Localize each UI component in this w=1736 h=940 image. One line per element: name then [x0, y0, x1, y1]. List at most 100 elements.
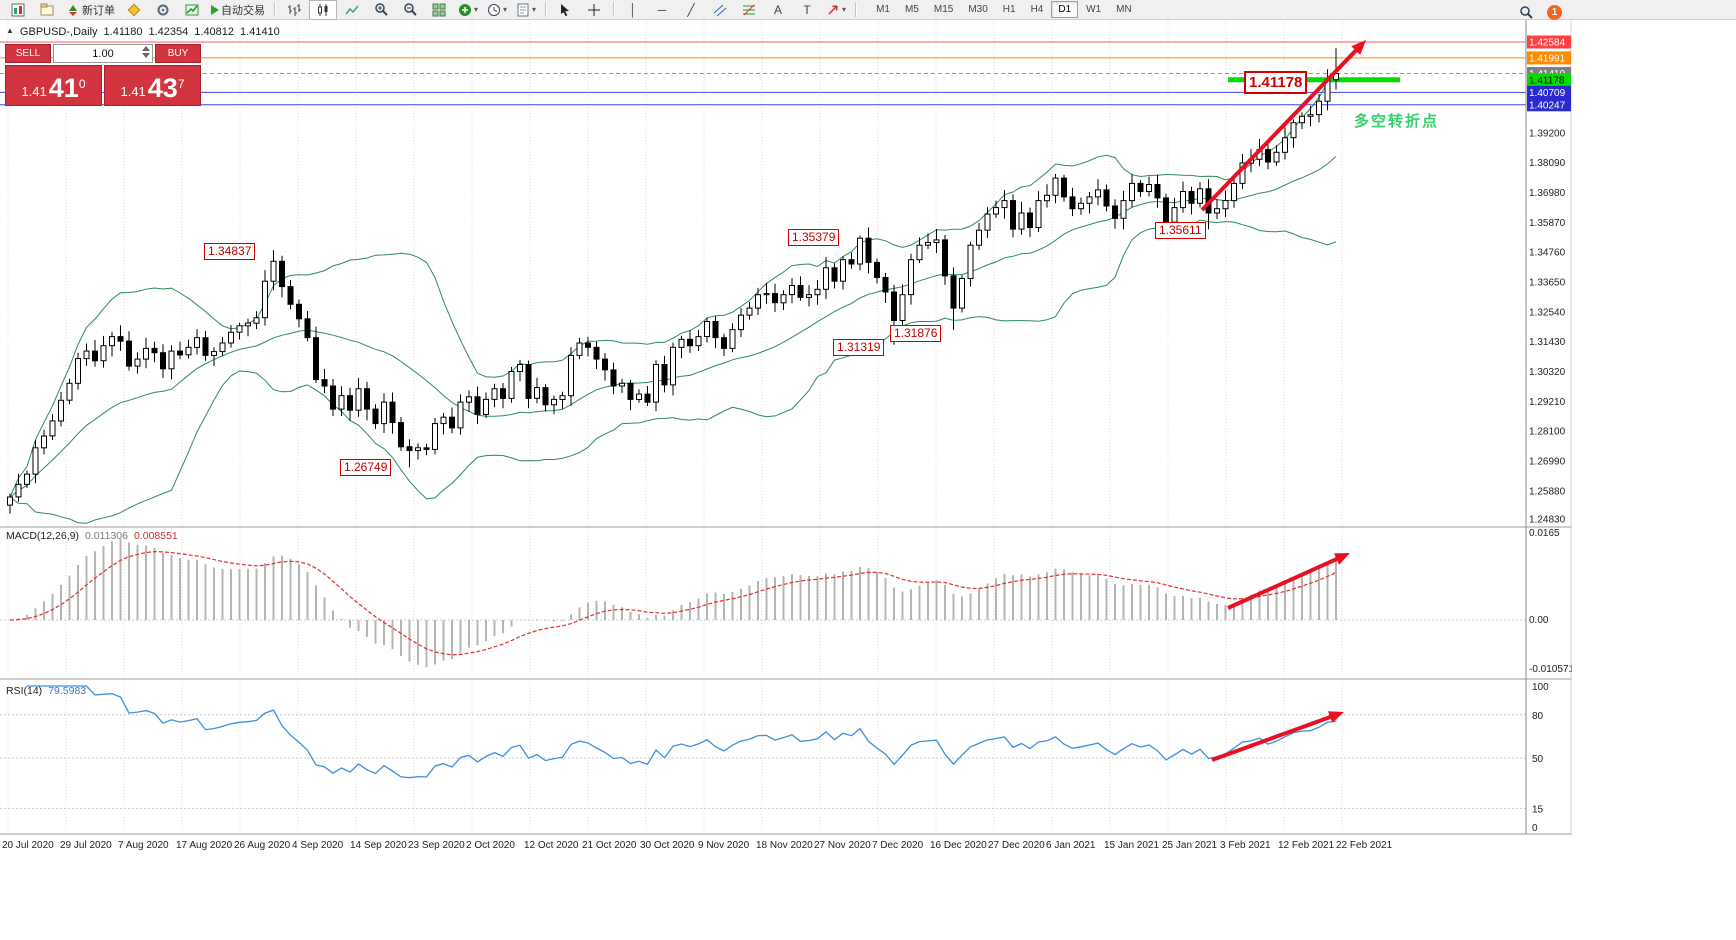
search-button[interactable] — [1512, 2, 1540, 22]
toolbar-separator — [855, 2, 857, 17]
tile-windows-button[interactable] — [425, 0, 453, 20]
periods-button[interactable]: ▾ — [483, 0, 511, 20]
date-label: 7 Aug 2020 — [118, 840, 169, 851]
channel-icon — [713, 4, 727, 16]
arrows-tool-button[interactable]: ▾ — [822, 0, 850, 20]
macd-signal-value: 0.008551 — [133, 530, 178, 542]
date-label: 4 Sep 2020 — [292, 840, 344, 851]
candlestick-mode-button[interactable] — [309, 0, 337, 20]
date-label: 7 Dec 2020 — [872, 840, 924, 851]
timeframe-M30[interactable]: M30 — [968, 4, 988, 15]
zoom-in-button[interactable] — [367, 0, 395, 20]
price-axis-label: 1.28100 — [1529, 427, 1566, 438]
zoom-in-icon — [374, 3, 388, 16]
tile-windows-icon — [432, 3, 446, 16]
new-order-icon — [69, 4, 77, 16]
chevron-down-icon: ▾ — [842, 5, 847, 14]
panel-collapse-icon[interactable]: ▲ — [6, 26, 14, 35]
bid-main: 1.41 — [21, 84, 47, 99]
date-label: 22 Feb 2021 — [1336, 840, 1393, 851]
timeframe-M1[interactable]: M1 — [876, 4, 890, 15]
chart-window: 0.0165 0.00 -0.010571 100 80 50 15 0 1.39200 1.38… — [0, 20, 1572, 940]
rsi-value: 79.5983 — [48, 685, 87, 697]
sell-price-button[interactable]: 1.41 41 0 — [5, 65, 102, 106]
toolbar-right-group: 1 — [1512, 2, 1562, 22]
date-label: 30 Oct 2020 — [640, 840, 695, 851]
price-level-badge: 1.42584 — [1529, 38, 1566, 49]
open-value: 1.41180 — [103, 26, 143, 38]
date-label: 27 Nov 2020 — [814, 840, 871, 851]
autotrading-button[interactable]: 自动交易 — [207, 0, 269, 20]
text-tool-button[interactable]: A — [764, 0, 792, 20]
crosshair-tool-button[interactable] — [580, 0, 608, 20]
price-axis-label: 1.26990 — [1529, 457, 1566, 468]
timeframe-M5[interactable]: M5 — [904, 4, 919, 15]
date-label: 15 Jan 2021 — [1104, 840, 1159, 851]
date-label: 27 Dec 2020 — [988, 840, 1045, 851]
zoom-out-button[interactable] — [396, 0, 424, 20]
volume-spinner[interactable] — [142, 46, 150, 58]
chart-canvas[interactable]: 0.0165 0.00 -0.010571 100 80 50 15 0 1.39200 1.38… — [0, 20, 1572, 940]
date-label: 29 Jul 2020 — [60, 840, 112, 851]
timeframe-W1[interactable]: W1 — [1086, 4, 1102, 15]
date-label: 9 Nov 2020 — [698, 840, 750, 851]
text-label-tool-button[interactable]: T — [793, 0, 821, 20]
template-icon — [517, 3, 529, 16]
timeframe-H1[interactable]: H1 — [1002, 4, 1016, 15]
timeframe-MN[interactable]: MN — [1116, 4, 1132, 15]
volume-field[interactable] — [53, 44, 153, 63]
macd-label: MACD(12,26,9) 0.011306 0.008551 — [6, 530, 178, 542]
turning-point-note: 多空转折点 — [1354, 113, 1440, 130]
ask-pip: 7 — [177, 77, 185, 91]
autotrading-play-icon — [211, 4, 219, 15]
price-axis-label: 1.32540 — [1529, 307, 1566, 318]
timeframe-H4[interactable]: H4 — [1030, 4, 1044, 15]
symbol-period-label: GBPUSD-,Daily — [19, 26, 98, 38]
bollinger-bands — [9, 70, 1337, 524]
trendline-icon: ╱ — [687, 2, 695, 17]
new-chart-icon — [11, 3, 25, 16]
metaeditor-button[interactable] — [120, 0, 148, 20]
timeframe-D1[interactable]: D1 — [1051, 1, 1079, 18]
autotrading-label: 自动交易 — [221, 4, 265, 17]
date-label: 18 Nov 2020 — [756, 840, 813, 851]
profiles-icon — [40, 3, 54, 15]
rsi-axis-label: 15 — [1532, 804, 1544, 815]
cursor-tool-button[interactable] — [551, 0, 579, 20]
vertical-line-tool-button[interactable]: │ — [619, 0, 647, 20]
frame — [0, 20, 1572, 836]
templates-button[interactable]: ▾ — [512, 0, 540, 20]
price-level-badge: 1.41178 — [1529, 75, 1565, 86]
timeframe-M15[interactable]: M15 — [933, 4, 954, 15]
arrow-tool-icon — [828, 4, 838, 15]
bar-chart-mode-button[interactable] — [280, 0, 308, 20]
fibonacci-tool-button[interactable] — [735, 0, 763, 20]
volume-input[interactable] — [54, 46, 152, 61]
new-chart-button[interactable] — [4, 0, 32, 20]
sell-button[interactable]: SELL — [5, 44, 51, 63]
new-order-button[interactable]: 新订单 — [62, 0, 119, 20]
price-axis-label: 1.36980 — [1529, 188, 1566, 199]
time-axis: 20 Jul 2020 29 Jul 2020 7 Aug 2020 17 Aug 2… — [2, 840, 1393, 851]
buy-price-button[interactable]: 1.41 43 7 — [104, 65, 201, 106]
options-button[interactable] — [149, 0, 177, 20]
price-axis-label: 1.34760 — [1529, 248, 1566, 259]
date-label: 2 Oct 2020 — [466, 840, 515, 851]
zoom-out-icon — [403, 3, 417, 16]
buy-button[interactable]: BUY — [155, 44, 201, 63]
profiles-button[interactable] — [33, 0, 61, 20]
price-level-badge: 1.40709 — [1529, 88, 1566, 99]
line-chart-mode-button[interactable] — [338, 0, 366, 20]
rsi-axis-label: 100 — [1532, 682, 1549, 693]
horizontal-line-tool-button[interactable]: ─ — [648, 0, 676, 20]
strategy-tester-button[interactable] — [178, 0, 206, 20]
clock-icon — [488, 3, 501, 16]
date-label: 6 Jan 2021 — [1046, 840, 1096, 851]
indicators-button[interactable]: ▾ — [454, 0, 482, 20]
trendline-tool-button[interactable]: ╱ — [677, 0, 705, 20]
price-axis: 1.39200 1.38090 1.36980 1.35870 1.34760 1.336… — [1527, 35, 1571, 526]
rsi-axis-label: 0 — [1532, 823, 1538, 834]
channel-tool-button[interactable] — [706, 0, 734, 20]
price-annotation: 1.31319 — [833, 339, 885, 356]
notification-badge[interactable]: 1 — [1547, 4, 1562, 20]
